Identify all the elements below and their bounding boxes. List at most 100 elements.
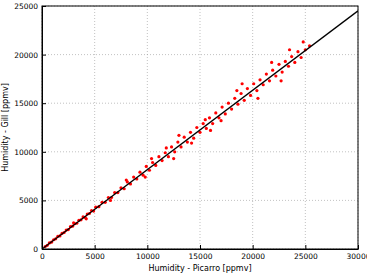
point [214,111,217,114]
point [236,103,239,106]
point [138,171,141,174]
frame [42,6,358,249]
point [246,87,249,90]
point [211,122,214,125]
point [284,60,287,63]
point [239,92,242,95]
point [252,82,255,85]
tick-label: 5000 [86,252,105,261]
point [132,175,135,178]
x-axis-label: Humidity - Picarro [ppmv] [148,264,251,273]
grid-line [42,54,358,55]
chart: 0 5000 10000 15000 20000 25000 30000 0 5000 10000… [0,0,367,273]
point [204,118,207,121]
point [293,61,296,64]
tick-mark [253,245,254,249]
point [300,56,303,59]
plot: 0 5000 10000 15000 20000 25000 30000 0 5000 10000… [14,2,367,261]
point [183,136,186,139]
tick: 10000 [14,148,46,157]
point [268,79,271,82]
point [157,155,160,158]
tick-mark [95,245,96,249]
point [249,94,252,97]
tick: 25000 [14,2,46,11]
fit-line [42,11,358,249]
point [224,112,227,115]
tick-label: 5000 [19,196,38,205]
point [165,146,168,149]
tick: 20000 [14,51,46,60]
marks [42,11,358,249]
tick-label: 0 [33,245,38,254]
tick-mark [42,55,46,56]
tick-mark [147,245,148,249]
point [233,97,236,100]
grid-line [42,200,358,201]
y-axis-label: Humidity - Gill [ppmv] [1,83,10,172]
grid [42,6,358,249]
tick-label: 25000 [14,2,38,11]
point [302,40,305,43]
tick-label: 20000 [14,51,38,60]
tick-label: 0 [40,252,45,261]
grid-line [42,151,358,152]
point [209,129,212,132]
point [192,137,195,140]
point [243,99,246,102]
grid-line [147,6,148,249]
point [288,48,291,51]
point [190,141,193,144]
tick-label: 30000 [347,252,367,261]
point [219,119,222,122]
tick-label: 25000 [294,252,318,261]
grid-line [252,6,253,249]
point [227,102,230,105]
tick: 10000 [136,245,160,261]
tick-label: 10000 [136,252,160,261]
tick: 15000 [189,245,213,261]
tick-mark [42,200,46,201]
tick: 20000 [241,245,265,261]
point [274,74,277,77]
tick-label: 20000 [241,252,265,261]
tick: 30000 [347,245,367,261]
point [109,199,112,202]
point [270,61,273,64]
grid-line [94,6,95,249]
point [145,165,148,168]
point [256,97,259,100]
point [172,157,175,160]
grid-line [305,6,306,249]
tick-label: 15000 [189,252,213,261]
point [296,50,299,53]
point [277,63,280,66]
tick: 25000 [294,245,318,261]
point [85,217,88,220]
point [202,122,205,125]
point [271,69,274,72]
point [265,72,268,75]
point [280,79,283,82]
point [144,175,147,178]
point [255,89,258,92]
point [176,140,179,143]
x-axis: 0 5000 10000 15000 20000 25000 30000 [40,245,367,261]
tick: 15000 [14,99,46,108]
point [173,150,176,153]
point [287,65,290,68]
point [258,78,261,81]
tick-mark [42,103,46,104]
tick-mark [200,245,201,249]
tick-label: 10000 [14,148,38,157]
tick-mark [305,245,306,249]
point [164,151,167,154]
point [170,145,173,148]
point [167,155,170,158]
grid-line [42,103,358,104]
tick-mark [42,152,46,153]
grid-line [200,6,201,249]
point [177,134,180,137]
point [235,89,238,92]
point [151,161,154,164]
